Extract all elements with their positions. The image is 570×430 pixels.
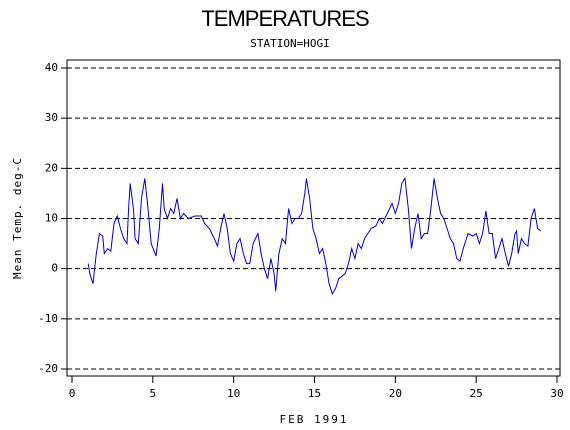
x-axis-label: FEB 1991 (280, 413, 349, 426)
x-tick-label: 30 (550, 387, 563, 400)
y-axis-label: Mean Temp. deg-C (11, 157, 24, 279)
y-tick-label: -10 (38, 312, 58, 325)
x-tick-label: 10 (227, 387, 240, 400)
chart-title: TEMPERATURES (201, 6, 369, 31)
y-tick-label: -20 (38, 362, 58, 375)
y-tick-label: 10 (45, 212, 58, 225)
y-tick-label: 30 (45, 111, 58, 124)
y-tick-label: 0 (51, 262, 58, 275)
x-tick-label: 5 (150, 387, 157, 400)
x-tick-label: 15 (308, 387, 321, 400)
data-line (87, 176, 542, 295)
x-tick-label: 0 (69, 387, 76, 400)
x-tick-label: 25 (470, 387, 483, 400)
chart-subtitle: STATION=HOGI (250, 37, 329, 50)
y-tick-label: 20 (45, 161, 58, 174)
y-tick-label: 40 (45, 61, 58, 74)
x-tick-label: 20 (389, 387, 402, 400)
